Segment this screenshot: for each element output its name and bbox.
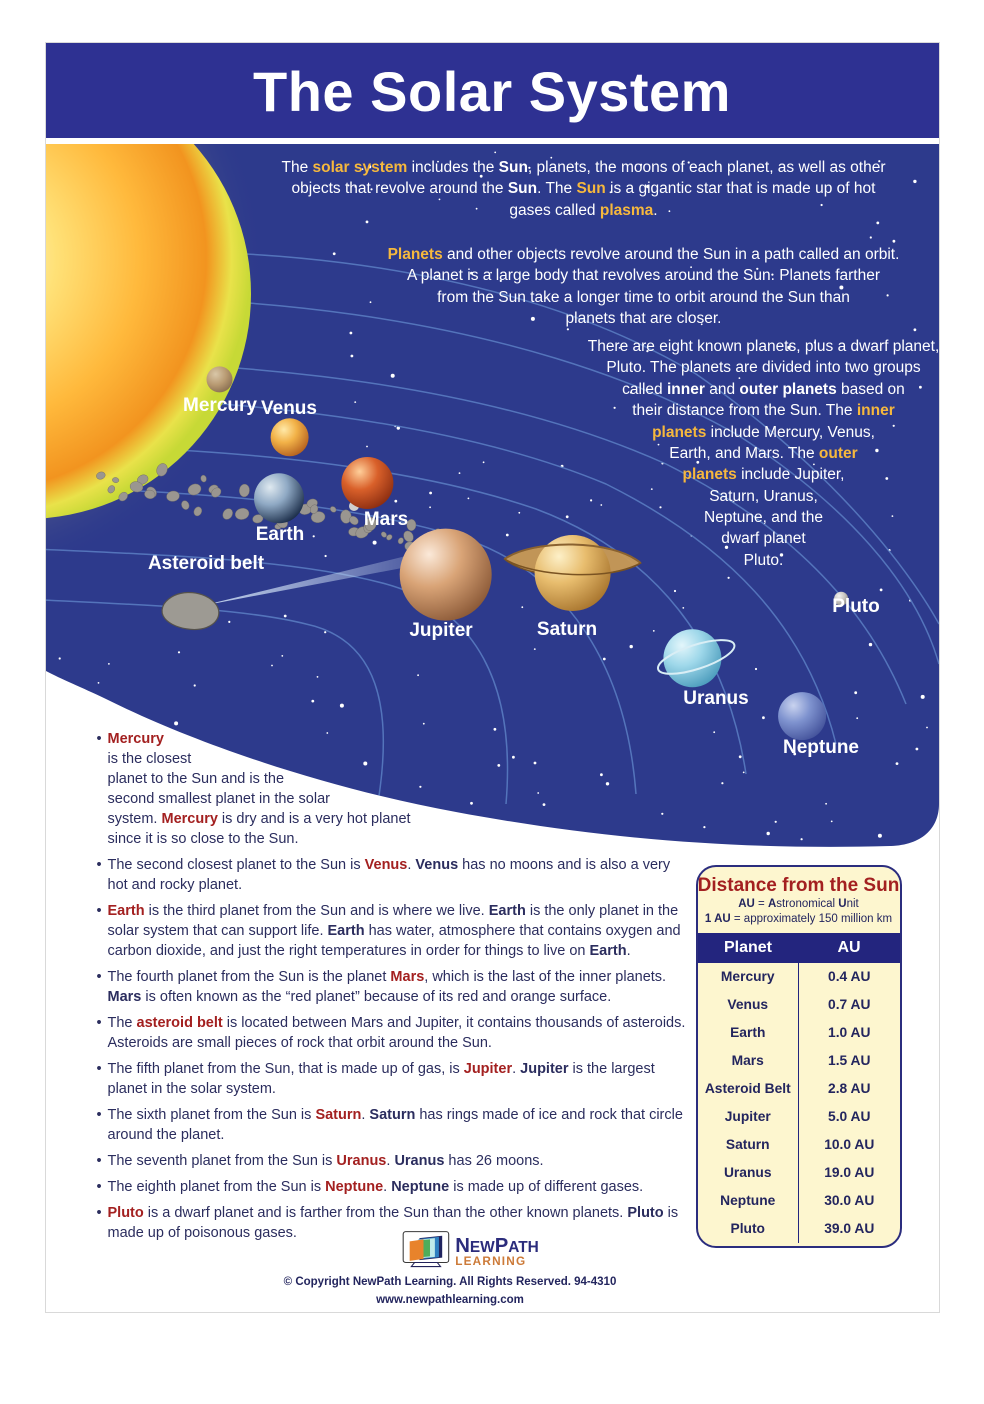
svg-text:Mars: Mars <box>363 509 407 530</box>
svg-text:Asteroid belt: Asteroid belt <box>147 553 264 574</box>
svg-text:NEWPATH: NEWPATH <box>455 1235 539 1257</box>
svg-text:Pluto: Pluto <box>832 596 880 617</box>
svg-text:Mercury: Mercury <box>183 395 257 416</box>
svg-text:Uranus: Uranus <box>683 688 748 709</box>
svg-text:Venus: Venus <box>261 398 317 419</box>
svg-text:LEARNING: LEARNING <box>455 1255 526 1268</box>
svg-text:Saturn: Saturn <box>536 619 596 640</box>
svg-text:Earth: Earth <box>255 524 304 545</box>
svg-text:Jupiter: Jupiter <box>409 620 473 641</box>
svg-text:Neptune: Neptune <box>783 737 859 758</box>
